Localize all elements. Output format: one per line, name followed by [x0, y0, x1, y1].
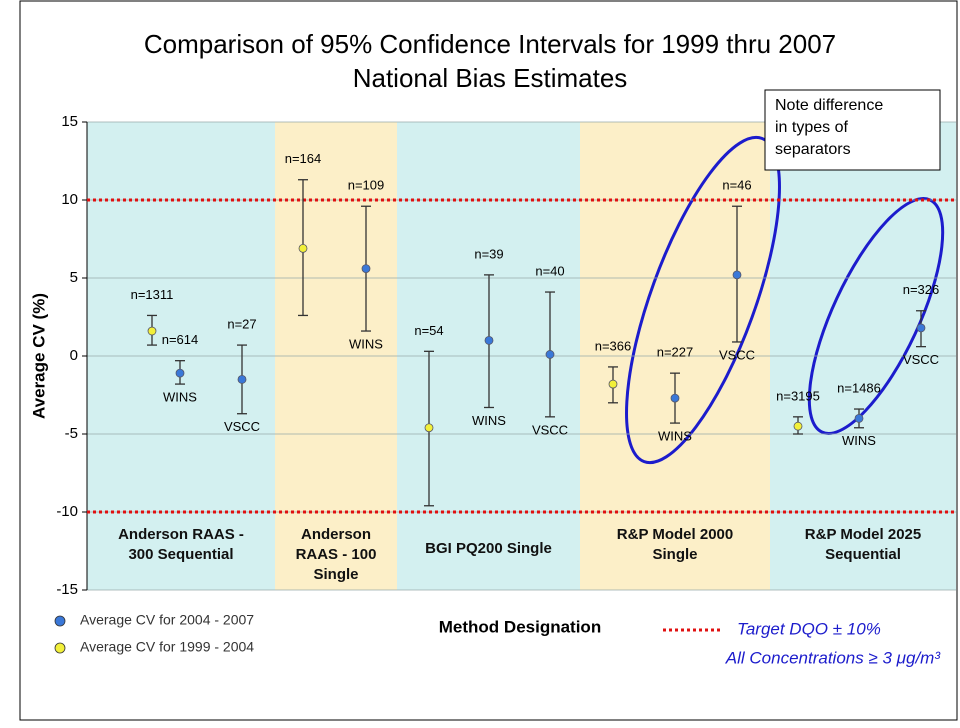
- n-label: n=40: [535, 263, 564, 278]
- legend-label: Average CV for 2004 - 2007: [80, 612, 254, 628]
- separator-label: WINS: [472, 413, 506, 428]
- legend-label: Average CV for 1999 - 2004: [80, 639, 254, 655]
- y-tick-label: 0: [70, 347, 78, 364]
- annotation: in types of: [775, 119, 848, 136]
- group-label: R&P Model 2025: [805, 526, 921, 543]
- separator-label: VSCC: [903, 352, 939, 367]
- group-label: Sequential: [825, 546, 901, 563]
- n-label: n=326: [903, 282, 940, 297]
- group-label: Single: [313, 566, 358, 583]
- y-tick-label: 15: [61, 113, 78, 130]
- chart-title: National Bias Estimates: [353, 63, 628, 93]
- y-tick-label: 10: [61, 191, 78, 208]
- point: [854, 413, 864, 423]
- n-label: n=1311: [131, 287, 174, 302]
- point: [361, 264, 371, 274]
- n-label: n=54: [414, 323, 443, 338]
- target-legend: All Concentrations ≥ 3 μg/m³: [725, 648, 942, 667]
- y-tick-label: -5: [65, 425, 78, 442]
- point: [670, 393, 680, 403]
- group-label: Single: [652, 546, 697, 563]
- separator-label: VSCC: [719, 347, 755, 362]
- group-label: 300 Sequential: [128, 546, 233, 563]
- point: [608, 379, 618, 389]
- legend-marker: [54, 615, 66, 627]
- point: [732, 270, 742, 280]
- y-tick-label: -15: [56, 581, 78, 598]
- separator-label: WINS: [163, 390, 197, 405]
- separator-label: VSCC: [224, 419, 260, 434]
- n-label: n=164: [285, 151, 322, 166]
- point: [424, 423, 434, 433]
- n-label: n=3195: [776, 388, 820, 403]
- n-label: n=1486: [837, 380, 881, 395]
- n-label: n=27: [227, 317, 256, 332]
- n-label: n=614: [162, 332, 199, 347]
- highlight-ellipse: [625, 135, 781, 465]
- point: [793, 421, 803, 431]
- point: [237, 374, 247, 384]
- point: [175, 368, 185, 378]
- chart-title: Comparison of 95% Confidence Intervals f…: [144, 29, 836, 59]
- separator-label: VSCC: [532, 422, 568, 437]
- annotation: Note difference: [775, 97, 883, 114]
- point: [545, 350, 555, 359]
- n-label: n=109: [348, 178, 385, 193]
- n-label: n=46: [722, 178, 751, 193]
- x-axis-label: Method Designation: [439, 617, 601, 636]
- n-label: n=227: [657, 345, 694, 360]
- target-legend: Target DQO ± 10%: [737, 619, 881, 638]
- point: [916, 323, 926, 333]
- point: [298, 243, 308, 253]
- annotation: separators: [775, 141, 851, 158]
- group-label: R&P Model 2000: [617, 526, 733, 543]
- annotation-box: [764, 89, 941, 171]
- n-label: n=39: [474, 246, 503, 261]
- y-tick-label: -10: [56, 503, 78, 520]
- y-tick-label: 5: [70, 269, 78, 286]
- group-label: RAAS - 100: [296, 546, 377, 563]
- separator-label: WINS: [842, 433, 876, 448]
- group-label: Anderson: [301, 526, 371, 543]
- legend-marker: [54, 642, 66, 654]
- y-axis-label: Average CV (%): [29, 293, 48, 419]
- group-label: Anderson RAAS -: [118, 526, 244, 543]
- group-label: BGI PQ200 Single: [425, 540, 552, 557]
- point: [484, 335, 494, 345]
- n-label: n=366: [595, 338, 632, 353]
- point: [147, 326, 157, 336]
- separator-label: WINS: [658, 429, 692, 444]
- separator-label: WINS: [349, 336, 383, 351]
